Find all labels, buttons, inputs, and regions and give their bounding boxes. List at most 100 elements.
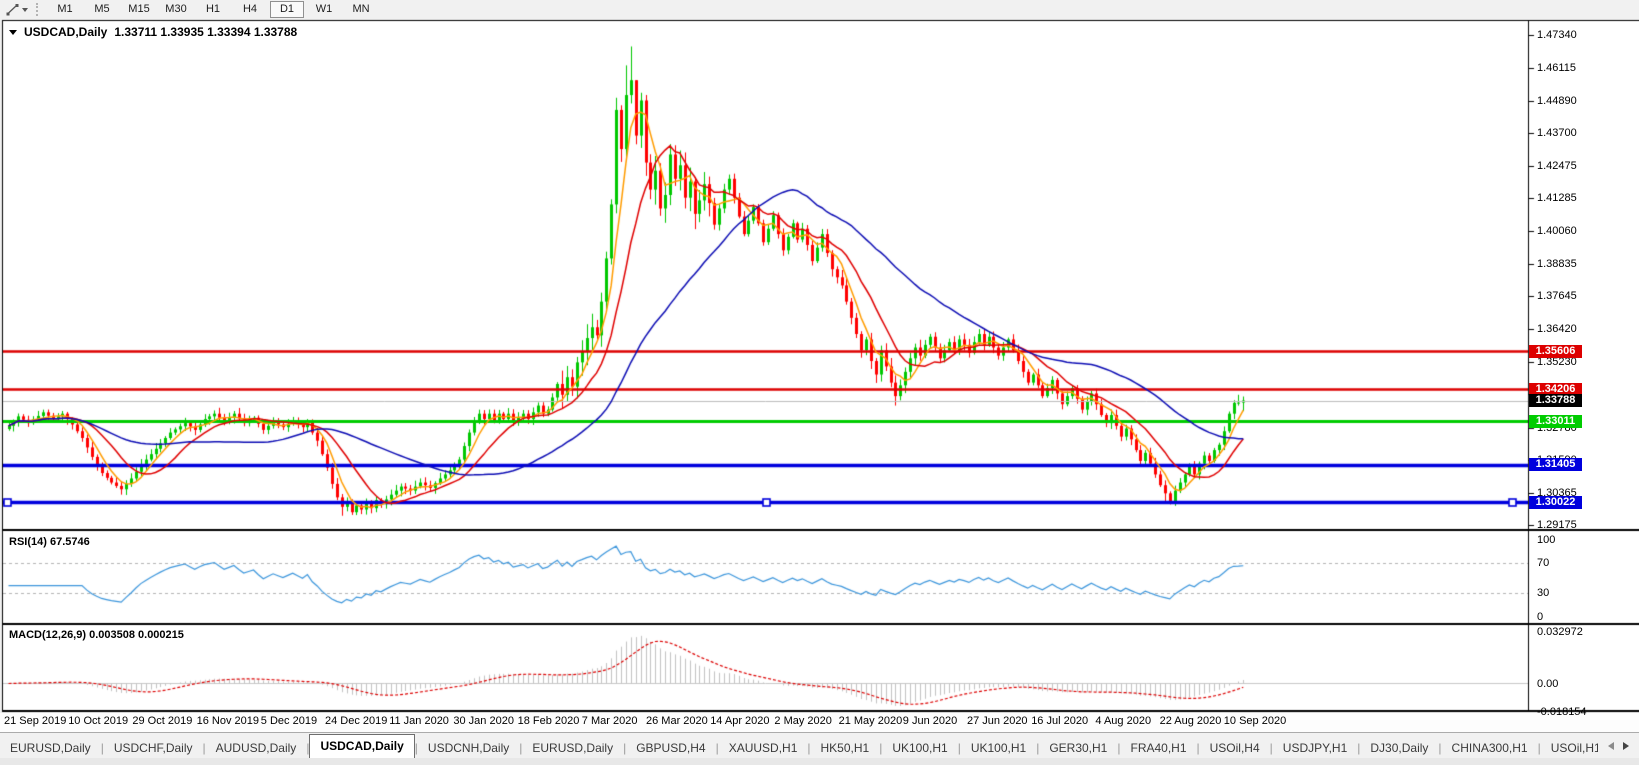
tab-separator: | xyxy=(807,741,811,755)
rsi-axis-tick: 100 xyxy=(1537,533,1556,546)
price-axis-tick: 1.42475 xyxy=(1537,159,1577,172)
chart-title: USDCAD,Daily 1.33711 1.33935 1.33394 1.3… xyxy=(9,25,297,39)
chart-tab-bar: EURUSD,Daily | USDCHF,Daily | AUDUSD,Daily | U… xyxy=(0,732,1639,758)
price-tag-1.35606: 1.35606 xyxy=(1529,344,1582,358)
chart-tab-usoil-h4-13[interactable]: USOil,H4 xyxy=(1209,741,1260,755)
chart-tab-audusd-daily-2[interactable]: AUDUSD,Daily xyxy=(215,741,297,755)
price-tag-1.33011: 1.33011 xyxy=(1529,414,1582,428)
timeframe-button-group: M1 M5 M15 M30 H1 H4 D1 W1 MN xyxy=(48,1,381,18)
chart-tab-usdjpy-h1-14[interactable]: USDJPY,H1 xyxy=(1282,741,1348,755)
chart-tab-eurusd-daily-0[interactable]: EURUSD,Daily xyxy=(10,741,91,755)
chart-tab-usdchf-daily-1[interactable]: USDCHF,Daily xyxy=(113,741,193,755)
macd-axis-tick: 0.00 xyxy=(1537,677,1559,690)
timeframe-button-mn[interactable]: MN xyxy=(352,3,370,15)
chart-tab-usdcad-daily-3[interactable]: USDCAD,Daily xyxy=(309,734,415,758)
price-axis-tick: 1.36420 xyxy=(1537,323,1577,336)
date-axis-label: 11 Jan 2020 xyxy=(389,715,449,727)
tab-separator: | xyxy=(1117,741,1121,755)
date-axis-row xyxy=(0,713,1639,732)
chart-tab-gbpusd-h4-6[interactable]: GBPUSD,H4 xyxy=(636,741,706,755)
tab-separator: | xyxy=(202,741,206,755)
price-axis-tick: 1.44890 xyxy=(1537,94,1577,107)
tab-separator: | xyxy=(100,741,104,755)
chart-canvas[interactable] xyxy=(0,0,1639,713)
tab-separator: | xyxy=(1036,741,1040,755)
chart-tabs: EURUSD,Daily | USDCHF,Daily | AUDUSD,Daily | U… xyxy=(0,733,1598,758)
chart-tab-eurusd-daily-5[interactable]: EURUSD,Daily xyxy=(532,741,614,755)
date-axis-label: 10 Sep 2020 xyxy=(1223,715,1287,727)
date-axis-label: 30 Jan 2020 xyxy=(453,715,514,727)
timeframe-button-h4[interactable]: H4 xyxy=(242,3,258,15)
date-axis-label: 10 Oct 2019 xyxy=(68,715,129,727)
timeframe-button-d1[interactable]: D1 xyxy=(270,1,304,18)
chart-tab-china300-h1-16[interactable]: CHINA300,H1 xyxy=(1451,741,1528,755)
date-axis-label: 26 Mar 2020 xyxy=(646,715,708,727)
chart-tab-dj30-daily-15[interactable]: DJ30,Daily xyxy=(1370,741,1429,755)
timeframe-button-m15[interactable]: M15 xyxy=(128,3,150,15)
price-axis-tick: 1.40060 xyxy=(1537,225,1577,238)
price-axis-tick: 1.43700 xyxy=(1537,126,1577,139)
chart-ohlc-values: 1.33711 1.33935 1.33394 1.33788 xyxy=(114,25,298,39)
macd-indicator-label: MACD(12,26,9) 0.003508 0.000215 xyxy=(9,629,184,641)
date-axis-label: 18 Feb 2020 xyxy=(517,715,580,727)
tab-separator: | xyxy=(623,741,627,755)
date-axis-label: 16 Nov 2019 xyxy=(196,715,259,727)
price-axis-tick: 1.38835 xyxy=(1537,258,1577,271)
date-axis-label: 22 Aug 2020 xyxy=(1159,715,1222,727)
chart-tab-ger30-h1-11[interactable]: GER30,H1 xyxy=(1049,741,1108,755)
price-axis-tick: 1.46115 xyxy=(1537,61,1576,74)
rsi-axis-tick: 0 xyxy=(1537,610,1544,623)
timeframe-button-m1[interactable]: M1 xyxy=(57,3,73,15)
chart-tab-usoil-h1-17[interactable]: USOil,H1 xyxy=(1550,741,1598,755)
top-toolbar: M1 M5 M15 M30 H1 H4 D1 W1 MN xyxy=(0,0,1639,19)
chart-tab-xauusd-h1-7[interactable]: XAUUSD,H1 xyxy=(728,741,798,755)
tab-separator: | xyxy=(1537,741,1541,755)
date-axis-label: 7 Mar 2020 xyxy=(581,715,638,727)
chart-tab-uk100-h1-10[interactable]: UK100,H1 xyxy=(970,741,1027,755)
date-axis-label: 21 Sep 2019 xyxy=(4,715,67,727)
tab-scroll-controls xyxy=(1598,733,1639,758)
caret-down-icon[interactable] xyxy=(22,7,28,12)
price-axis-tick: 1.47340 xyxy=(1537,28,1577,41)
tab-separator: | xyxy=(1357,741,1361,755)
chart-tab-uk100-h1-9[interactable]: UK100,H1 xyxy=(892,741,948,755)
tab-separator: | xyxy=(1438,741,1442,755)
date-axis-label: 5 Dec 2019 xyxy=(260,715,318,727)
timeframe-button-m30[interactable]: M30 xyxy=(165,3,187,15)
chart-symbol-label: USDCAD,Daily xyxy=(24,25,108,39)
price-axis-tick: 1.35230 xyxy=(1537,355,1577,368)
date-axis-label: 21 May 2020 xyxy=(838,715,903,727)
timeframe-button-m5[interactable]: M5 xyxy=(94,3,110,15)
date-axis-label: 16 Jul 2020 xyxy=(1031,715,1089,727)
rsi-indicator-label: RSI(14) 67.5746 xyxy=(9,536,90,548)
price-axis-tick: 1.29175 xyxy=(1537,519,1577,532)
trendline-icon[interactable] xyxy=(4,2,20,17)
price-tag-1.31405: 1.31405 xyxy=(1529,458,1582,472)
price-tag-1.33788: 1.33788 xyxy=(1529,394,1582,407)
tab-separator: | xyxy=(414,741,418,755)
tab-separator: | xyxy=(1196,741,1200,755)
tab-scroll-left-icon[interactable] xyxy=(1608,741,1614,750)
chart-tab-fra40-h1-12[interactable]: FRA40,H1 xyxy=(1130,741,1187,755)
price-axis-tick: 1.41285 xyxy=(1537,192,1577,205)
rsi-axis-tick: 70 xyxy=(1537,556,1550,569)
tab-scroll-right-icon[interactable] xyxy=(1623,741,1629,750)
tab-separator: | xyxy=(519,741,523,755)
date-axis-label: 24 Dec 2019 xyxy=(325,715,388,727)
toolbar-grip-handle[interactable] xyxy=(36,3,40,16)
tab-separator: | xyxy=(306,741,310,755)
chart-tab-hk50-h1-8[interactable]: HK50,H1 xyxy=(820,741,870,755)
timeframe-button-h1[interactable]: H1 xyxy=(205,3,221,15)
price-tag-1.34206: 1.34206 xyxy=(1529,382,1582,396)
price-tag-1.30022: 1.30022 xyxy=(1529,495,1582,509)
date-axis-label: 29 Oct 2019 xyxy=(132,715,193,727)
collapse-indicator-icon[interactable] xyxy=(9,29,17,35)
macd-axis-tick: -0.018154 xyxy=(1537,705,1587,718)
rsi-axis-tick: 30 xyxy=(1537,587,1550,600)
timeframe-button-w1[interactable]: W1 xyxy=(315,3,333,15)
date-axis-label: 2 May 2020 xyxy=(774,715,832,727)
window-bottom-strip xyxy=(0,758,1639,765)
date-axis-label: 27 Jun 2020 xyxy=(967,715,1028,727)
chart-tab-usdcnh-daily-4[interactable]: USDCNH,Daily xyxy=(427,741,510,755)
macd-axis-tick: 0.032972 xyxy=(1537,626,1583,639)
